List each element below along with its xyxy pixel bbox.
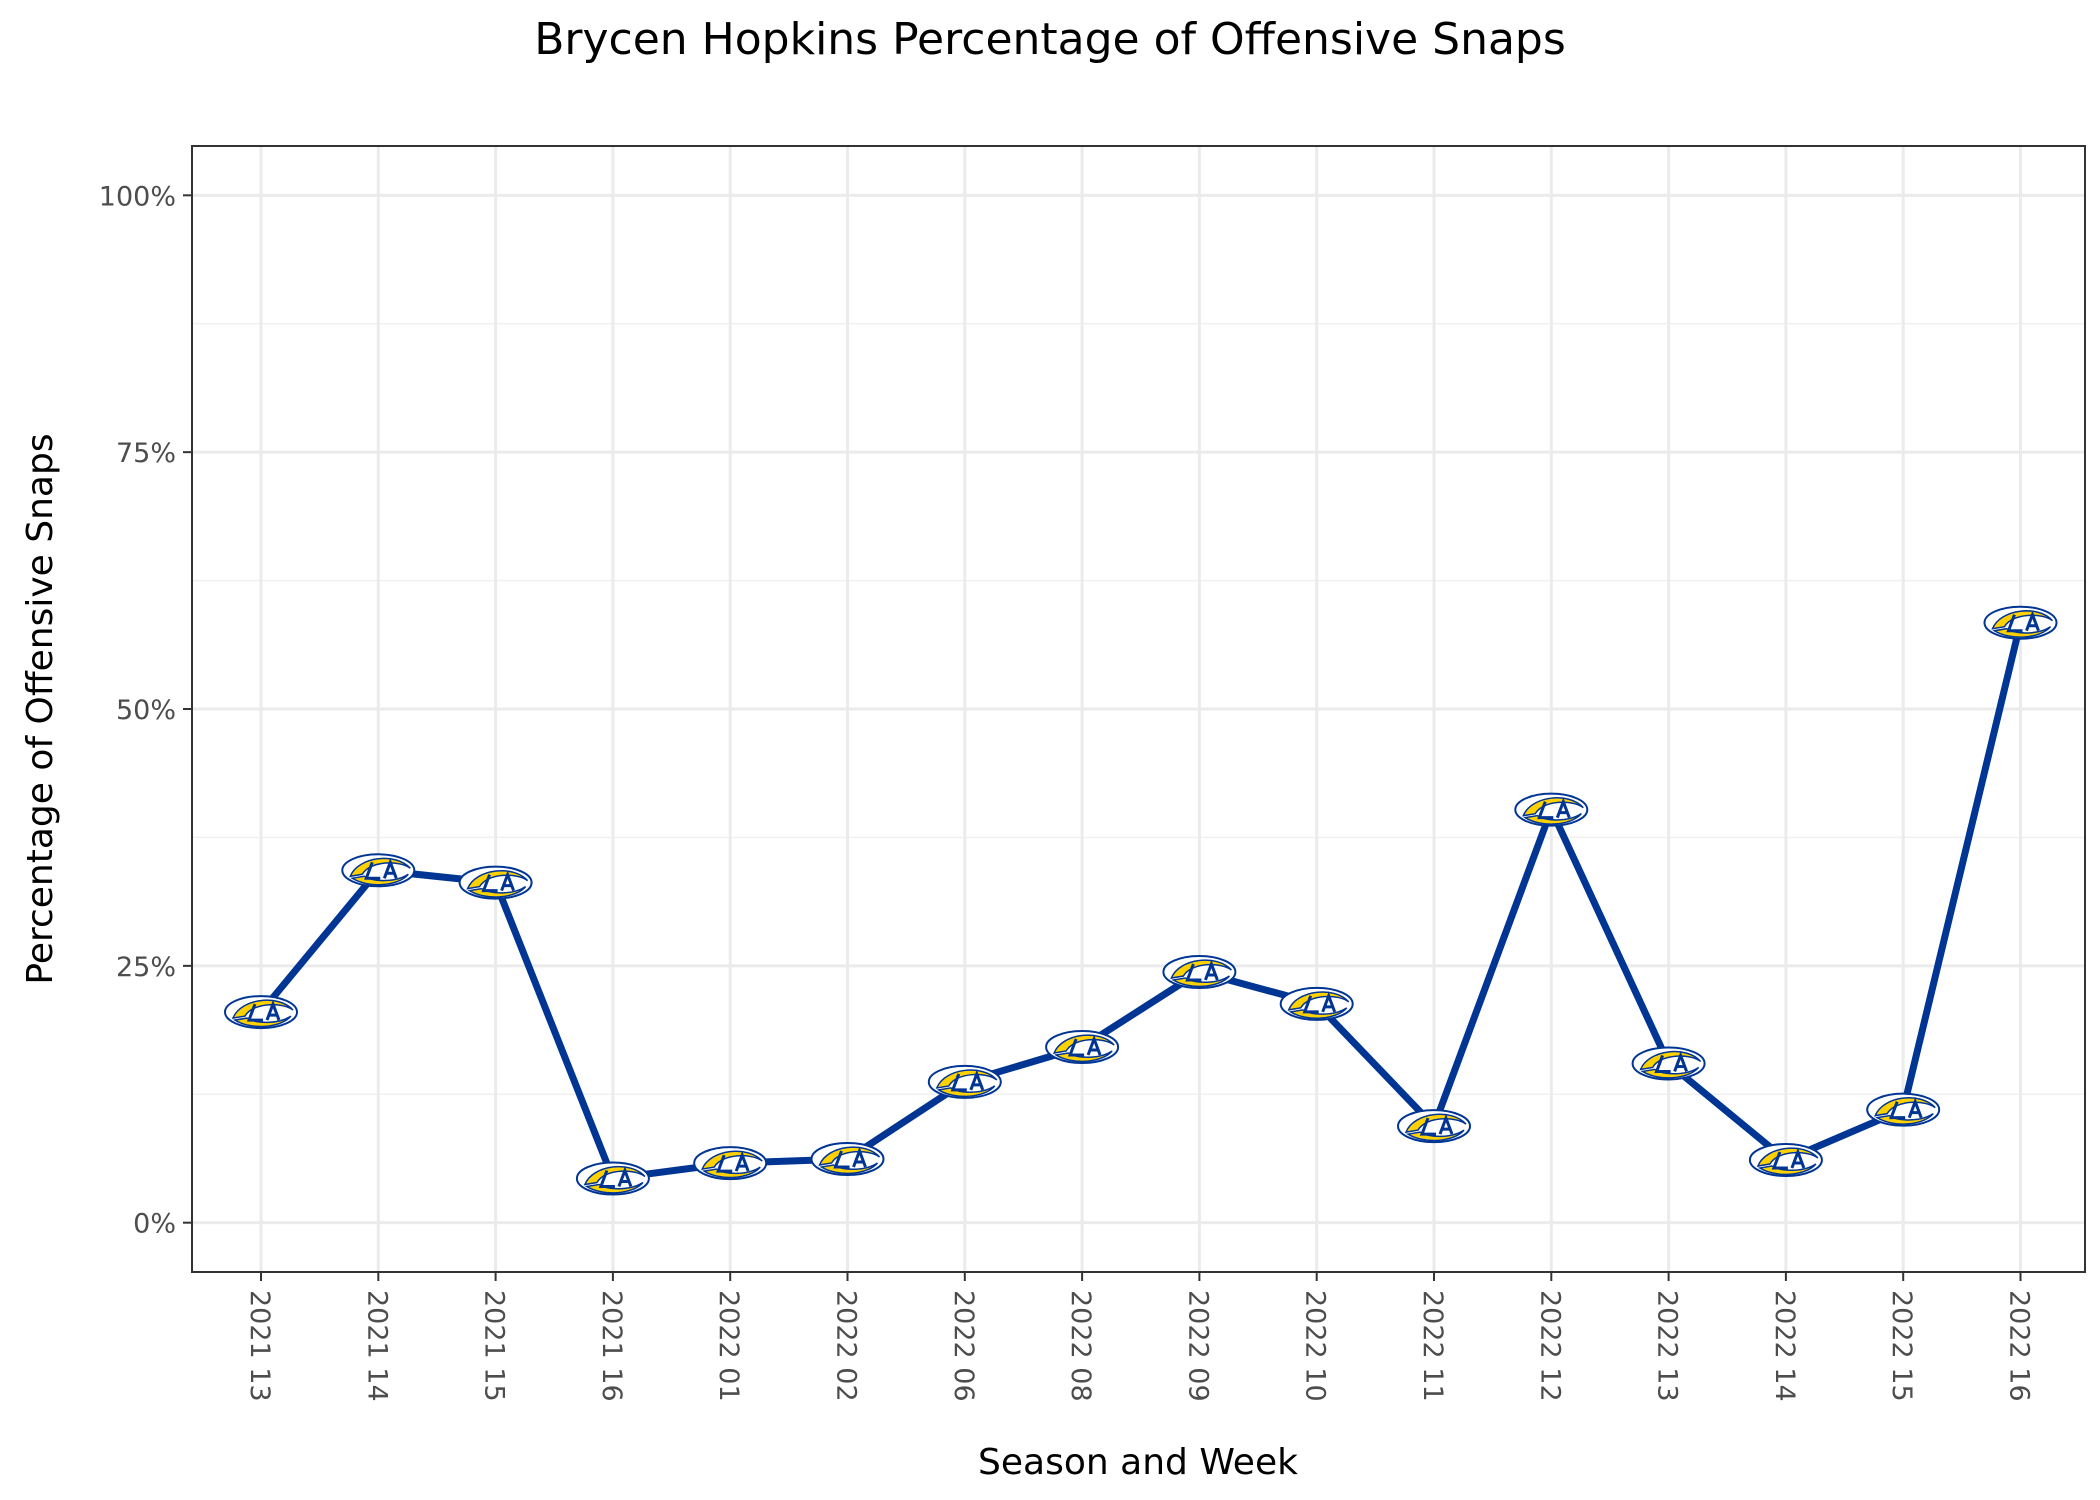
x-axis: 2021 13 2021 14 2021 15 2021 16 2022 01 2022 … [244,1272,2035,1402]
data-point-logo [1865,1092,1941,1128]
x-tick-label: 2021 16 [596,1290,627,1402]
y-tick-label: 50% [116,695,176,726]
data-point-logo [1279,986,1355,1022]
x-tick-label: 2022 12 [1534,1290,1565,1402]
x-tick-label: 2022 09 [1182,1290,1213,1402]
data-point-logo [1396,1108,1472,1144]
x-tick-label: 2022 06 [948,1290,979,1402]
y-tick-label: 0% [133,1209,176,1240]
x-tick-label: 2021 13 [244,1290,275,1402]
data-point-logo [1631,1045,1707,1081]
y-tick-label: 25% [116,952,176,983]
data-point-logo [1044,1029,1120,1065]
x-tick-label: 2022 11 [1417,1290,1448,1402]
grid [192,146,2085,1272]
y-tick-label: 75% [116,438,176,469]
data-point-logo [810,1141,885,1177]
x-tick-label: 2022 01 [713,1290,744,1402]
x-tick-label: 2022 08 [1065,1290,1096,1402]
x-tick-label: 2022 15 [1886,1290,1917,1402]
y-axis-title: Percentage of Offensive Snaps [20,433,61,984]
data-point-logo [1983,605,2058,641]
y-tick-label: 100% [99,181,176,212]
data-point-logo [692,1145,768,1181]
x-tick-label: 2022 02 [831,1290,862,1402]
x-tick-label: 2022 16 [2004,1290,2035,1402]
x-tick-label: 2021 15 [479,1290,510,1402]
series-line [258,621,2024,1183]
data-point-logo [927,1064,1003,1100]
data-point-logo [1748,1142,1824,1178]
data-point-logo [575,1161,651,1197]
x-tick-label: 2022 10 [1300,1290,1331,1402]
x-tick-label: 2021 14 [361,1290,392,1402]
y-axis: 0% 25% 50% 75% 100% [99,181,192,1240]
chart-title: Brycen Hopkins Percentage of Offensive S… [534,14,1566,65]
x-tick-label: 2022 13 [1652,1290,1683,1402]
data-point-logo [223,994,299,1030]
series [223,605,2058,1197]
data-point-logo [1513,792,1589,828]
x-axis-title: Season and Week [978,1442,1298,1483]
x-tick-label: 2022 14 [1769,1290,1800,1402]
data-point-logo [458,865,534,901]
data-point-logo [340,852,416,888]
data-point-logo [1161,954,1237,990]
